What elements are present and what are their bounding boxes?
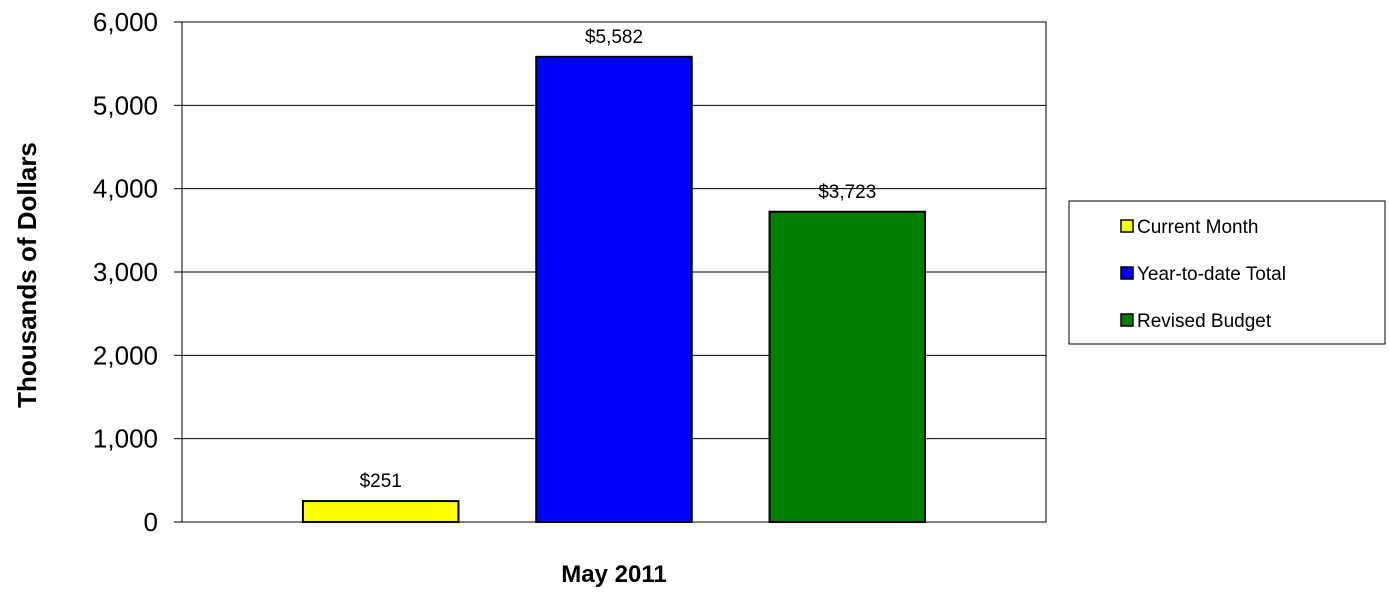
data-label: $251 — [360, 471, 402, 492]
x-axis-title: May 2011 — [561, 561, 666, 588]
y-tick-label: 4,000 — [93, 174, 158, 204]
bars — [301, 55, 927, 524]
legend-swatch — [1120, 219, 1134, 233]
data-labels: $251 $5,582 $3,723 — [360, 27, 877, 492]
legend-item-label: Current Month — [1137, 217, 1258, 238]
y-tick-label: 0 — [144, 507, 158, 537]
y-tick-label: 6,000 — [93, 7, 158, 37]
legend: Current Month Year-to-date Total Revised B… — [1068, 200, 1386, 345]
data-label: $3,723 — [818, 182, 876, 203]
y-tick-label: 1,000 — [93, 424, 158, 454]
y-axis-ticks: 0 1,000 2,000 3,000 4,000 5,000 6,000 — [93, 7, 182, 537]
data-label: $5,582 — [585, 27, 643, 48]
y-tick-label: 3,000 — [93, 257, 158, 287]
bar-revised-budget — [768, 210, 927, 523]
legend-swatch — [1120, 313, 1134, 327]
legend-item-label: Revised Budget — [1137, 311, 1272, 332]
legend-swatch — [1120, 266, 1134, 280]
bar-year-to-date-total — [535, 55, 693, 523]
bar-current-month — [301, 500, 460, 524]
y-axis-title: Thousands of Dollars — [12, 142, 42, 408]
legend-item-label: Year-to-date Total — [1137, 264, 1286, 285]
y-tick-label: 2,000 — [93, 340, 158, 370]
y-tick-label: 5,000 — [93, 90, 158, 120]
